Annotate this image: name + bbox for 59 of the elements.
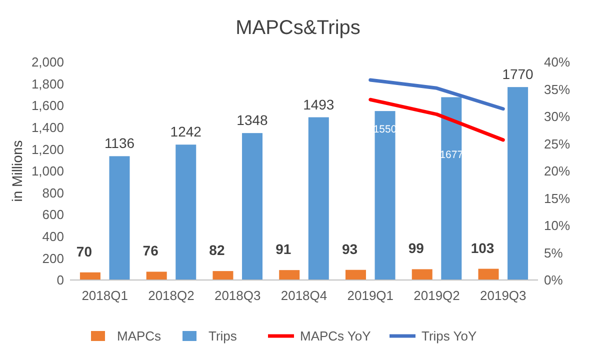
y-tick-label: 200	[42, 250, 64, 266]
y-tick-label: 800	[42, 185, 64, 200]
x-tick-label: 2018Q1	[82, 288, 128, 303]
bar	[212, 271, 234, 280]
y-tick-label: 400	[42, 228, 64, 244]
y2-tick-label: 5%	[544, 245, 564, 260]
y-tick-label: 1,800	[31, 76, 64, 92]
data-label: 76	[142, 242, 159, 259]
y-axis-title: in Millions	[9, 140, 25, 202]
data-label: 91	[276, 241, 292, 258]
y2-tick-label: 40%	[544, 54, 570, 70]
bar	[441, 97, 462, 280]
legend-label: Trips YoY	[422, 328, 477, 344]
bar	[109, 156, 130, 280]
y2-tick-label: 35%	[544, 82, 570, 97]
x-tick-label: 2018Q4	[280, 288, 328, 303]
y2-tick-label: 25%	[544, 136, 570, 152]
bar	[345, 270, 366, 280]
y-tick-label: 600	[42, 207, 64, 222]
bar	[279, 270, 300, 280]
data-label: 1348	[236, 112, 268, 128]
y-tick-label: 1,200	[31, 142, 64, 157]
bar	[146, 272, 167, 280]
y2-tick-label: 30%	[544, 109, 570, 124]
data-label: 70	[76, 243, 92, 260]
data-label: 82	[209, 242, 225, 258]
data-label: 93	[342, 240, 358, 257]
y-tick-label: 2,000	[31, 54, 64, 70]
x-tick-label: 2019Q3	[480, 288, 526, 303]
data-label: 1242	[170, 124, 202, 140]
bar	[80, 272, 100, 280]
bar	[508, 87, 528, 280]
y2-tick-label: 10%	[544, 218, 570, 234]
y2-tick-label: 0%	[544, 272, 564, 288]
y-tick-label: 0	[56, 272, 64, 288]
x-tick-label: 2019Q1	[347, 288, 394, 303]
x-tick-label: 2018Q3	[214, 288, 261, 303]
y2-tick-label: 15%	[544, 190, 570, 206]
y-tick-label: 1,400	[31, 120, 64, 135]
data-label: 103	[470, 240, 494, 256]
chart-title: MAPCs&Trips	[236, 17, 360, 39]
bar	[374, 111, 396, 280]
legend-label: Trips	[208, 328, 238, 344]
data-label: 99	[408, 240, 424, 256]
legend-label: MAPCs YoY	[300, 328, 372, 344]
y-tick-label: 1,000	[31, 164, 64, 179]
bar	[308, 117, 329, 280]
x-tick-label: 2018Q2	[148, 288, 194, 303]
data-label: 1136	[104, 135, 135, 152]
bar	[242, 133, 263, 280]
x-tick-label: 2019Q2	[414, 288, 460, 303]
data-label: 1493	[303, 96, 334, 112]
bar	[412, 269, 432, 280]
y-tick-label: 1,600	[31, 98, 64, 114]
data-label: 1770	[502, 66, 534, 82]
legend-label: MAPCs	[117, 328, 162, 344]
bar	[478, 268, 499, 280]
y2-tick-label: 20%	[544, 164, 570, 179]
bar	[176, 144, 196, 280]
